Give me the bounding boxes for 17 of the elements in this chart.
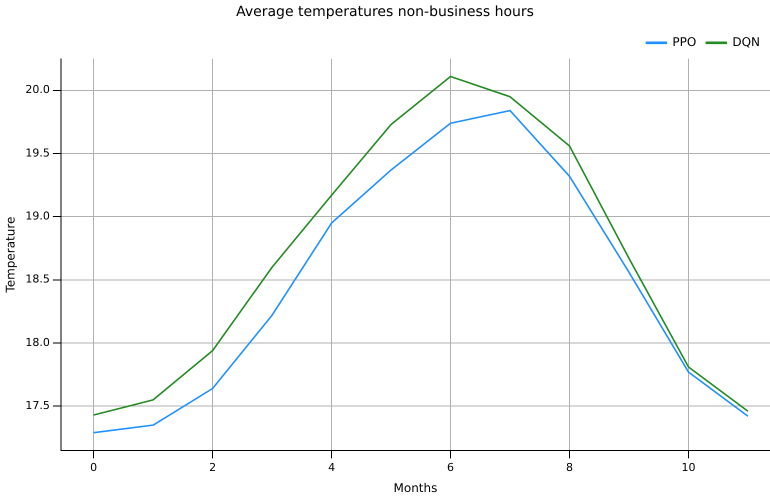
x-tick-label: 8 xyxy=(566,460,574,474)
x-tick-label: 2 xyxy=(209,460,216,474)
x-tick-label: 0 xyxy=(90,460,98,474)
y-tick-label: 18.5 xyxy=(25,272,50,286)
chart-title: Average temperatures non-business hours xyxy=(236,4,534,20)
y-tick-label: 18.0 xyxy=(25,336,50,349)
y-tick-label: 17.5 xyxy=(25,399,50,412)
y-tick-label: 19.0 xyxy=(25,210,50,223)
legend-label: PPO xyxy=(672,34,696,49)
x-axis-title: Months xyxy=(394,480,438,495)
legend-label: DQN xyxy=(732,34,760,49)
y-tick-label: 20.0 xyxy=(25,83,50,96)
y-tick-label: 19.5 xyxy=(25,146,50,160)
x-tick-label: 10 xyxy=(682,460,696,474)
x-tick-label: 6 xyxy=(447,460,454,474)
x-tick-label: 4 xyxy=(328,460,336,474)
y-axis-title: Temperature xyxy=(3,216,18,294)
